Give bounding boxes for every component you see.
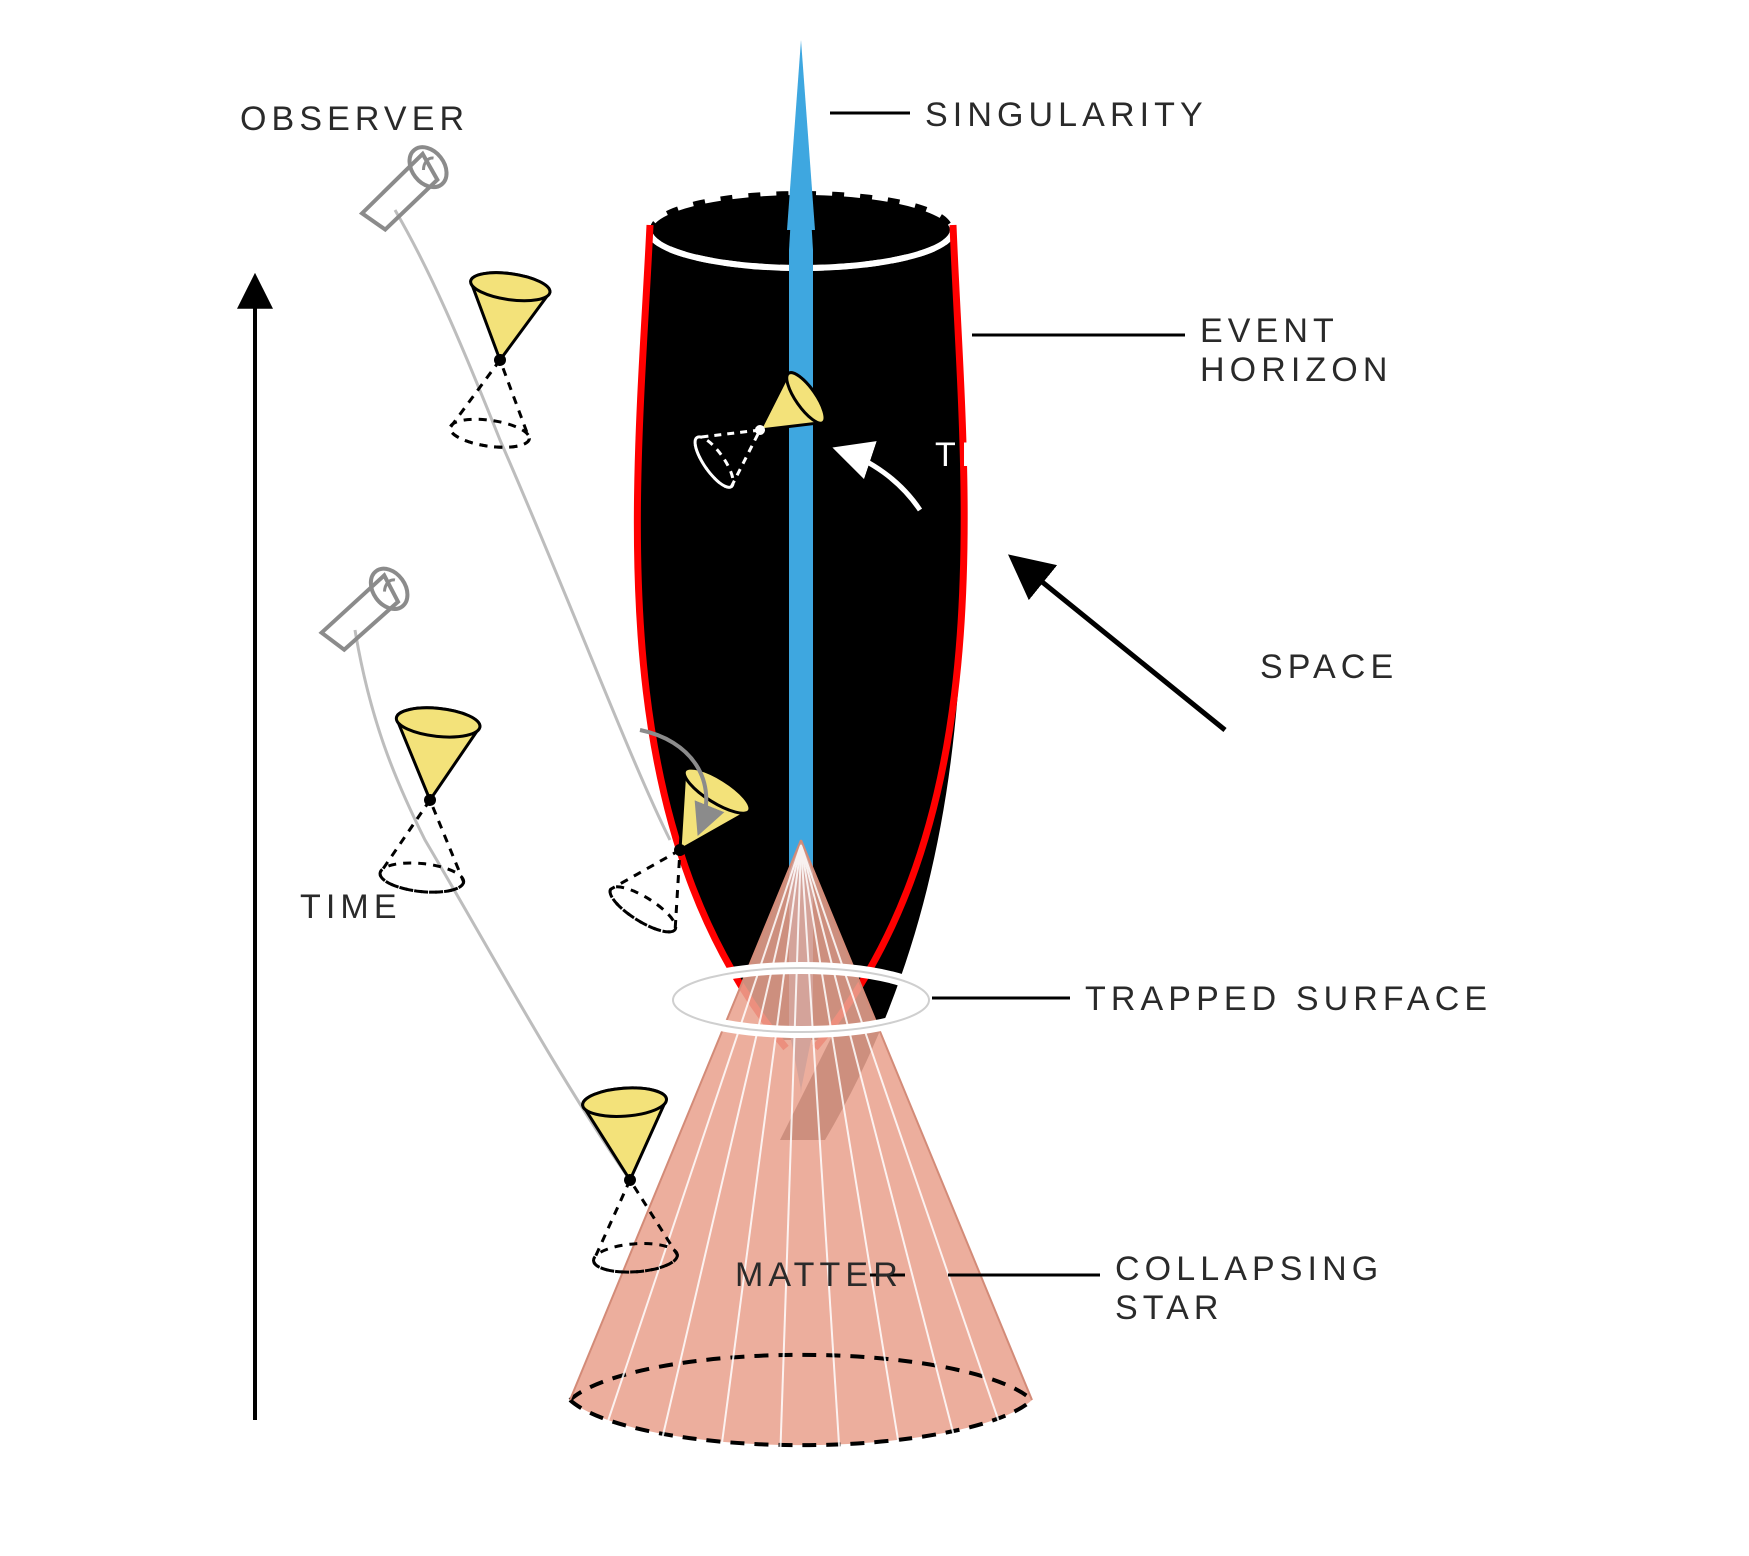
lightcone-2 (379, 704, 482, 896)
label-event-horizon: EVENT HORIZON (1200, 312, 1392, 390)
diagram-svg (0, 0, 1749, 1556)
label-space: SPACE (1260, 648, 1398, 687)
label-time-axis: TIME (300, 888, 402, 927)
label-matter: MATTER (735, 1256, 903, 1295)
space-arrow (1015, 560, 1225, 730)
worldlines (355, 210, 670, 1180)
label-trapped-surface: TRAPPED SURFACE (1085, 980, 1492, 1019)
label-singularity: SINGULARITY (925, 96, 1208, 135)
label-collapsing-star: COLLAPSING STAR (1115, 1250, 1383, 1328)
observer-upper (351, 136, 461, 233)
observer-lower (313, 559, 421, 653)
label-time-inner: TIME (935, 436, 1037, 475)
penrose-blackhole-diagram: OBSERVER SINGULARITY EVENT HORIZON TIME … (0, 0, 1749, 1556)
label-observer: OBSERVER (240, 100, 469, 139)
lightcone-3 (448, 268, 551, 451)
